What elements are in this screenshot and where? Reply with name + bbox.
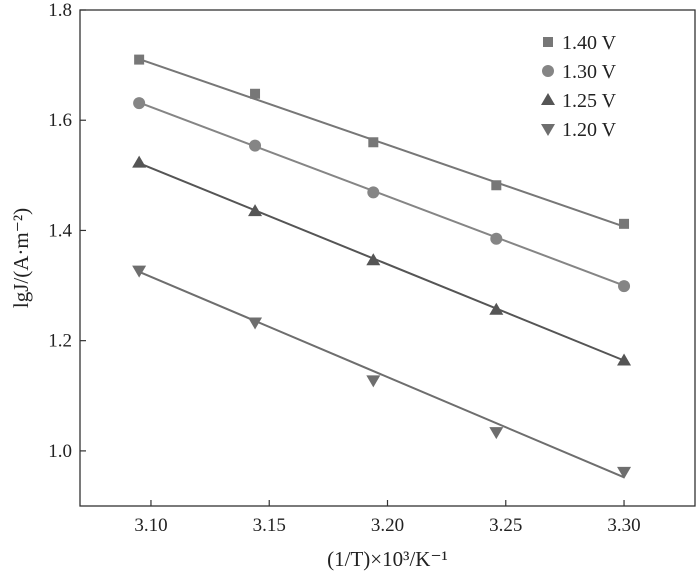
y-axis-title: lgJ/(A·m⁻²)	[9, 208, 33, 308]
y-tick-label: 1.0	[48, 441, 72, 462]
fit-line-140v	[138, 58, 625, 228]
data-point-120v	[489, 427, 504, 440]
legend-marker-130v	[542, 65, 554, 77]
data-point-120v	[617, 466, 632, 479]
legend-marker-140v	[543, 37, 553, 47]
x-tick-label: 3.10	[134, 515, 167, 536]
data-point-130v	[618, 280, 631, 293]
fit-line-120v	[138, 270, 625, 479]
data-point-130v	[249, 139, 262, 152]
y-tick-label: 1.2	[48, 331, 72, 352]
legend-label-120v: 1.20 V	[562, 119, 617, 141]
legend-marker-120v	[541, 124, 555, 136]
x-tick-label: 3.25	[489, 515, 522, 536]
data-point-140v	[619, 218, 630, 229]
y-tick-label: 1.6	[48, 110, 72, 131]
data-point-140v	[134, 54, 145, 65]
data-point-125v	[617, 353, 632, 366]
legend-label-130v: 1.30 V	[562, 61, 617, 83]
x-tick-label: 3.20	[371, 515, 404, 536]
data-point-120v	[248, 317, 263, 330]
data-point-125v	[132, 155, 147, 168]
fit-line-125v	[138, 162, 625, 362]
data-point-140v	[368, 137, 379, 148]
x-tick-label: 3.30	[607, 515, 640, 536]
data-point-140v	[250, 88, 261, 99]
y-tick-label: 1.4	[48, 220, 72, 241]
legend-label-140v: 1.40 V	[562, 32, 617, 54]
plot-frame	[79, 9, 696, 507]
x-axis-title: (1/T)×10³/K⁻¹	[327, 547, 448, 571]
data-point-130v	[367, 186, 380, 199]
x-tick-label: 3.15	[253, 515, 286, 536]
data-point-125v	[489, 302, 504, 315]
legend-label-125v: 1.25 V	[562, 90, 617, 112]
fit-line-130v	[138, 101, 625, 287]
y-tick-label: 1.8	[48, 0, 72, 21]
data-point-140v	[491, 180, 502, 191]
data-point-120v	[366, 375, 381, 388]
data-point-130v	[490, 232, 503, 245]
data-point-120v	[132, 265, 147, 278]
legend-marker-125v	[541, 93, 555, 105]
data-point-125v	[248, 204, 263, 217]
data-point-125v	[366, 253, 381, 266]
data-point-130v	[133, 97, 146, 110]
